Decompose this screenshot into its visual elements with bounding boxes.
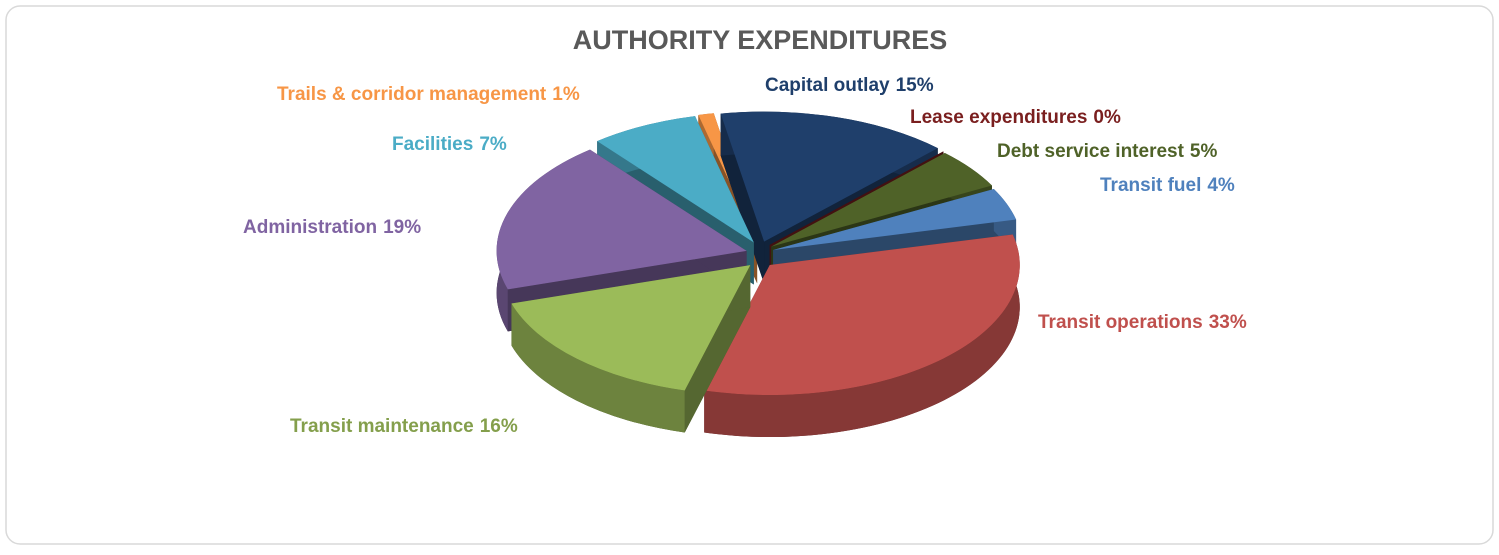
value-label: 33%	[1209, 312, 1247, 333]
pie-slice	[511, 265, 751, 433]
category-name: Capital outlay	[765, 75, 890, 96]
data-label: Trails & corridor management 1%	[277, 84, 580, 105]
data-label: Administration 19%	[243, 217, 421, 238]
slice-top	[496, 149, 747, 290]
slice-top	[720, 111, 938, 242]
chart-title: AUTHORITY EXPENDITURES	[573, 25, 948, 55]
slice-top	[511, 265, 751, 391]
slice-side	[720, 113, 765, 284]
data-label: Facilities 7%	[392, 134, 507, 155]
category-name: Transit operations	[1038, 312, 1203, 333]
data-label: Lease expenditures 0%	[910, 107, 1121, 128]
value-label: 7%	[479, 134, 507, 155]
slice-wall	[511, 303, 685, 433]
value-label: 0%	[1093, 107, 1121, 128]
value-label: 4%	[1207, 175, 1235, 196]
data-label: Transit maintenance 16%	[290, 416, 518, 437]
value-label: 5%	[1190, 141, 1218, 162]
category-name: Facilities	[392, 134, 473, 155]
category-name: Transit maintenance	[290, 416, 474, 437]
slice-wall	[704, 234, 1020, 438]
value-label: 19%	[383, 217, 421, 238]
slice-top	[597, 116, 754, 243]
category-name: Transit fuel	[1100, 175, 1201, 196]
data-label: Transit operations 33%	[1038, 312, 1247, 333]
slice-top	[771, 153, 992, 247]
category-name: Trails & corridor management	[277, 84, 547, 105]
slice-top	[704, 234, 1020, 396]
value-label: 16%	[480, 416, 518, 437]
category-name: Debt service interest	[997, 141, 1185, 162]
pie-slice	[704, 234, 1020, 438]
category-name: Lease expenditures	[910, 107, 1087, 128]
slice-top	[773, 188, 1017, 251]
category-name: Administration	[243, 217, 377, 238]
data-label: Capital outlay 15%	[765, 75, 934, 96]
value-label: 1%	[552, 84, 580, 105]
data-label: Transit fuel 4%	[1100, 175, 1235, 196]
data-label: Debt service interest 5%	[997, 141, 1217, 162]
value-label: 15%	[896, 75, 934, 96]
